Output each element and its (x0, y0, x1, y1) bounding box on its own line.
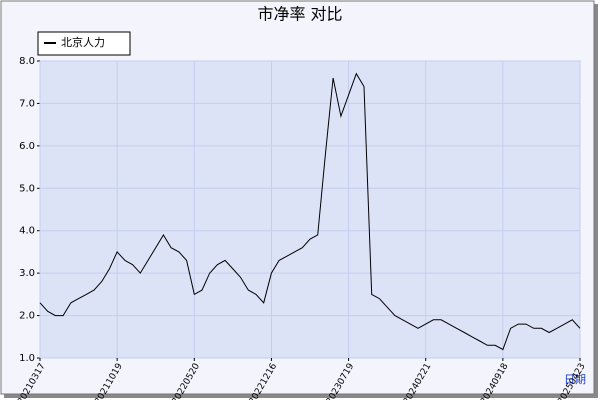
y-tick-label: 8.0 (19, 56, 35, 67)
y-tick-label: 5.0 (19, 183, 35, 194)
line (39, 72, 581, 351)
x-axis-label: 日期 (564, 373, 586, 386)
y-tick-label: 3.0 (19, 268, 35, 279)
legend-box (37, 31, 131, 56)
legend-label: 北京人力 (61, 35, 105, 49)
y-tick-label: 2.0 (19, 311, 35, 322)
y-tick-label: 1.0 (19, 353, 35, 364)
y-tick-label: 4.0 (19, 226, 35, 237)
chart-title: 市净率 对比 (257, 5, 342, 24)
y-tick-label: 7.0 (19, 98, 35, 109)
y-tick-label: 6.0 (19, 141, 35, 152)
plot-area (39, 60, 581, 359)
